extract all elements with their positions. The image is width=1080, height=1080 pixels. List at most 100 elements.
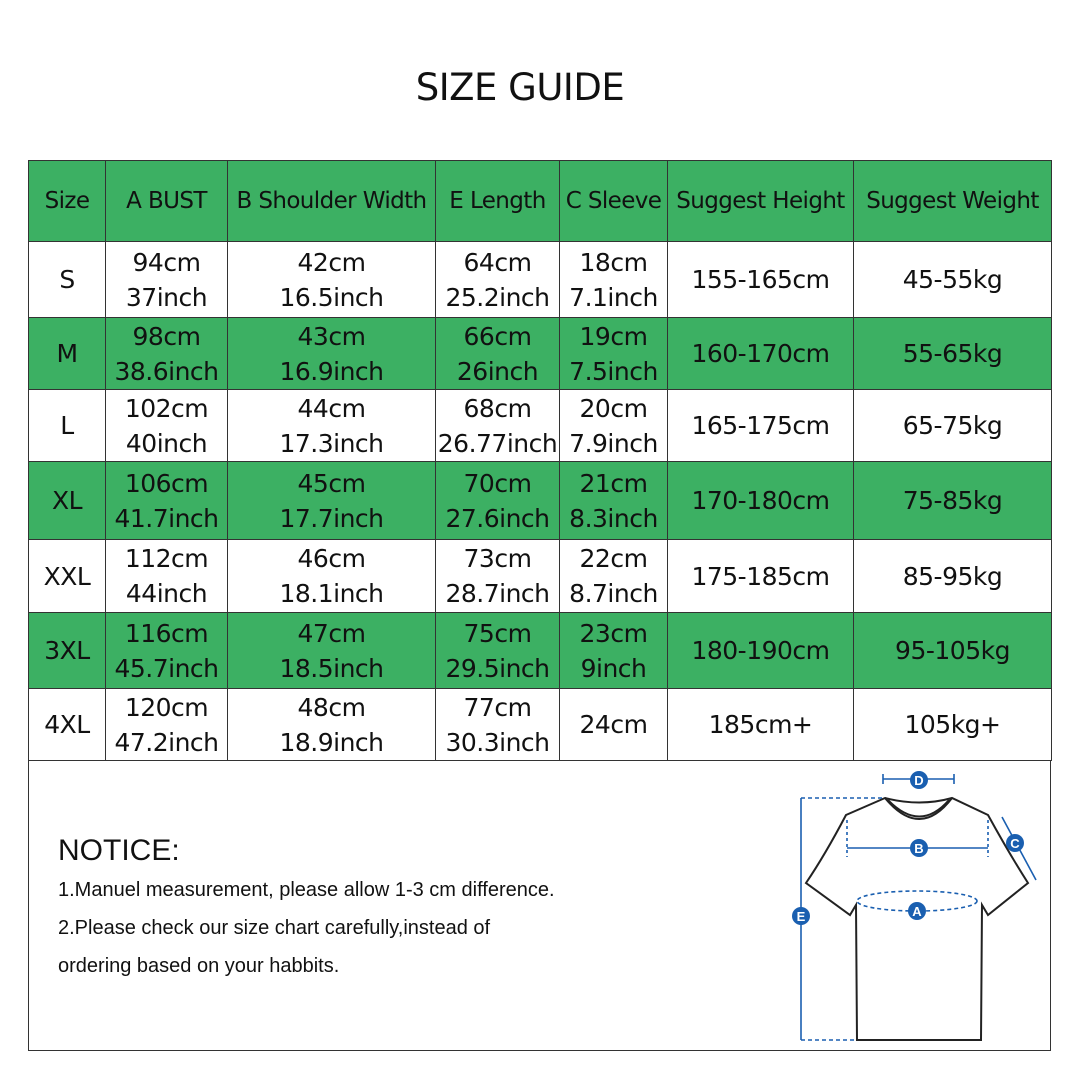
bust-cell-inch: 38.6inch xyxy=(114,356,219,386)
length-cell-inch: 25.2inch xyxy=(445,282,550,312)
shoulder-cell-inch: 18.5inch xyxy=(279,653,384,683)
weight-cell: 105kg+ xyxy=(853,688,1052,761)
sleeve-cell: 19cm 7.5inch xyxy=(559,317,668,390)
bust-cell-cm: 102cm xyxy=(124,393,209,423)
length-cell-inch: 26inch xyxy=(456,356,539,386)
shoulder-cell-cm: 42cm xyxy=(297,247,366,277)
bust-cell-inch: 45.7inch xyxy=(114,653,219,683)
size-cell: XL xyxy=(28,461,106,540)
bust-cell: 106cm 41.7inch xyxy=(105,461,228,540)
column-header: Suggest Weight xyxy=(853,160,1052,242)
shoulder-cell: 48cm 18.9inch xyxy=(227,688,436,761)
shoulder-cell-cm: 46cm xyxy=(297,544,366,573)
sleeve-cell: 23cm 9inch xyxy=(559,612,668,689)
sleeve-cell: 22cm 8.7inch xyxy=(559,539,668,613)
sleeve-cell-cm: 21cm xyxy=(579,468,648,498)
sleeve-cell-inch: 8.3inch xyxy=(569,503,658,533)
bust-cell-cm: 120cm xyxy=(124,692,209,722)
bust-cell-inch: 47.2inch xyxy=(114,727,219,757)
weight-cell: 85-95kg xyxy=(853,539,1052,613)
svg-text:D: D xyxy=(914,773,923,788)
weight-cell: 45-55kg xyxy=(853,241,1052,318)
notice-heading: NOTICE: xyxy=(58,834,180,867)
bust-cell-inch: 44inch xyxy=(125,579,208,608)
length-cell: 75cm 29.5inch xyxy=(435,612,560,689)
table-row: XXL 112cm 44inch 46cm 18.1inch 73cm 28.7inch 22… xyxy=(28,539,1052,613)
table-row: S 94cm 37inch 42cm 16.5inch 64cm 25.2inch 18cm 7… xyxy=(28,241,1052,318)
svg-text:B: B xyxy=(914,841,923,856)
sleeve-cell: 20cm 7.9inch xyxy=(559,389,668,462)
table-row: 3XL 116cm 45.7inch 47cm 18.5inch 75cm 29.5inch… xyxy=(28,612,1052,689)
table-row: L 102cm 40inch 44cm 17.3inch 68cm 26.77inch 20c… xyxy=(28,389,1052,462)
table-header-row: Size A BUST B Shoulder Width E Length C Slee… xyxy=(28,160,1052,242)
height-cell: 160-170cm xyxy=(667,317,854,390)
length-cell: 70cm 27.6inch xyxy=(435,461,560,540)
label-a-icon: A xyxy=(908,902,926,920)
bust-cell: 120cm 47.2inch xyxy=(105,688,228,761)
shoulder-cell: 45cm 17.7inch xyxy=(227,461,436,540)
table-row: M 98cm 38.6inch 43cm 16.9inch 66cm 26inch 19cm 7… xyxy=(28,317,1052,390)
weight-cell: 65-75kg xyxy=(853,389,1052,462)
size-cell: 3XL xyxy=(28,612,106,689)
size-cell: 4XL xyxy=(28,688,106,761)
notice-line-1: 1.Manuel measurement, please allow 1-3 c… xyxy=(58,879,555,901)
bust-cell-inch: 37inch xyxy=(125,282,208,312)
shoulder-cell-inch: 16.5inch xyxy=(279,282,384,312)
shoulder-cell-cm: 45cm xyxy=(297,468,366,498)
shoulder-cell: 44cm 17.3inch xyxy=(227,389,436,462)
column-header: C Sleeve xyxy=(559,160,668,242)
length-cell-cm: 77cm xyxy=(463,692,532,722)
length-cell: 73cm 28.7inch xyxy=(435,539,560,613)
size-table: Size A BUST B Shoulder Width E Length C Slee… xyxy=(28,160,1052,761)
bust-cell-inch: 41.7inch xyxy=(114,503,219,533)
sleeve-cell-inch: 9inch xyxy=(580,653,647,683)
shoulder-cell-inch: 17.3inch xyxy=(279,428,384,458)
shoulder-cell: 46cm 18.1inch xyxy=(227,539,436,613)
length-cell-cm: 75cm xyxy=(463,618,532,648)
length-cell-inch: 28.7inch xyxy=(445,579,550,608)
shoulder-cell-inch: 17.7inch xyxy=(279,503,384,533)
sleeve-cell-cm: 20cm xyxy=(579,393,648,423)
bust-cell: 98cm 38.6inch xyxy=(105,317,228,390)
bust-cell-inch: 40inch xyxy=(125,428,208,458)
column-header: Size xyxy=(28,160,106,242)
size-cell: S xyxy=(28,241,106,318)
notice-line-3: ordering based on your habbits. xyxy=(58,955,340,977)
sleeve-cell-inch: 8.7inch xyxy=(569,579,658,608)
bust-cell-cm: 94cm xyxy=(132,247,201,277)
bust-cell: 102cm 40inch xyxy=(105,389,228,462)
bust-cell: 94cm 37inch xyxy=(105,241,228,318)
sleeve-cell-inch: 7.1inch xyxy=(569,282,658,312)
length-cell: 77cm 30.3inch xyxy=(435,688,560,761)
height-cell: 180-190cm xyxy=(667,612,854,689)
shoulder-cell-inch: 18.1inch xyxy=(279,579,384,608)
shoulder-cell: 47cm 18.5inch xyxy=(227,612,436,689)
sleeve-cell: 24cm xyxy=(559,688,668,761)
shoulder-cell-cm: 44cm xyxy=(297,393,366,423)
shoulder-cell-cm: 48cm xyxy=(297,692,366,722)
height-cell: 170-180cm xyxy=(667,461,854,540)
height-cell: 185cm+ xyxy=(667,688,854,761)
sleeve-cell-cm: 24cm xyxy=(579,710,648,739)
shoulder-cell-cm: 43cm xyxy=(297,321,366,351)
svg-text:C: C xyxy=(1010,836,1020,851)
svg-text:A: A xyxy=(912,904,922,919)
length-cell-cm: 70cm xyxy=(463,468,532,498)
notice-panel xyxy=(28,761,1051,1051)
weight-cell: 95-105kg xyxy=(853,612,1052,689)
length-cell: 68cm 26.77inch xyxy=(435,389,560,462)
sleeve-cell-inch: 7.9inch xyxy=(569,428,658,458)
bust-cell: 112cm 44inch xyxy=(105,539,228,613)
length-cell-cm: 73cm xyxy=(463,544,532,573)
sleeve-cell-cm: 18cm xyxy=(579,247,648,277)
weight-cell: 55-65kg xyxy=(853,317,1052,390)
tshirt-outline xyxy=(804,796,1030,1041)
length-cell-inch: 26.77inch xyxy=(437,428,558,458)
shoulder-cell-inch: 16.9inch xyxy=(279,356,384,386)
size-cell: M xyxy=(28,317,106,390)
column-header: E Length xyxy=(435,160,560,242)
bust-cell-cm: 116cm xyxy=(124,618,209,648)
sleeve-cell: 18cm 7.1inch xyxy=(559,241,668,318)
sleeve-cell-cm: 19cm xyxy=(579,321,648,351)
label-d-icon: D xyxy=(910,771,928,789)
